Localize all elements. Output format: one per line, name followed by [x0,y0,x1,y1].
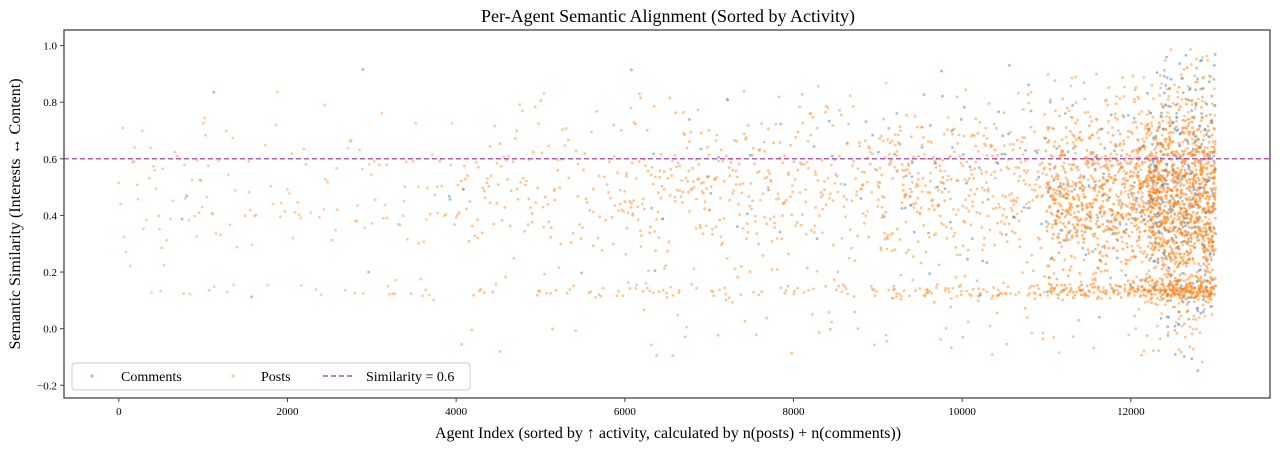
posts-points-overlay [1045,66,1217,332]
x-tick-label: 0 [116,406,122,418]
legend-threshold-label: Similarity = 0.6 [366,370,454,385]
x-tick-label: 10000 [948,406,976,418]
x-axis-label: Agent Index (sorted by ↑ activity, calcu… [435,425,901,442]
posts-points [117,48,1217,364]
x-tick-label: 8000 [783,406,806,418]
y-tick-label: 0.4 [43,210,57,222]
y-tick-label: 0.6 [43,154,57,166]
chart-title: Per-Agent Semantic Alignment (Sorted by … [481,6,855,27]
x-tick-label: 4000 [445,406,468,418]
legend-box [71,362,471,391]
y-tick-label: 0.8 [43,97,57,109]
legend-comments-marker-icon [90,374,94,378]
legend-posts-marker-icon [231,374,235,378]
x-tick-label: 12000 [1117,406,1145,418]
x-tick-label: 6000 [614,406,637,418]
legend-posts-label: Posts [261,370,291,385]
y-tick-label: 0.2 [43,267,57,279]
x-axis-ticks: 0 2000 4000 6000 8000 10000 12000 [116,398,1145,418]
legend-comments-label: Comments [121,370,182,385]
axes-frame [63,29,1271,399]
x-tick-label: 2000 [276,406,299,418]
y-tick-label: 1.0 [43,41,57,53]
plot-area [64,48,1270,373]
legend: Comments Posts Similarity = 0.6 [71,362,471,391]
y-tick-label: −0.2 [37,380,57,392]
y-axis-ticks: −0.2 0.0 0.2 0.4 0.6 0.8 1.0 [37,41,64,392]
y-tick-label: 0.0 [43,324,57,336]
comments-points [180,53,1217,373]
y-axis-label: Semantic Similarity (Interests ↔ Content… [7,78,24,349]
